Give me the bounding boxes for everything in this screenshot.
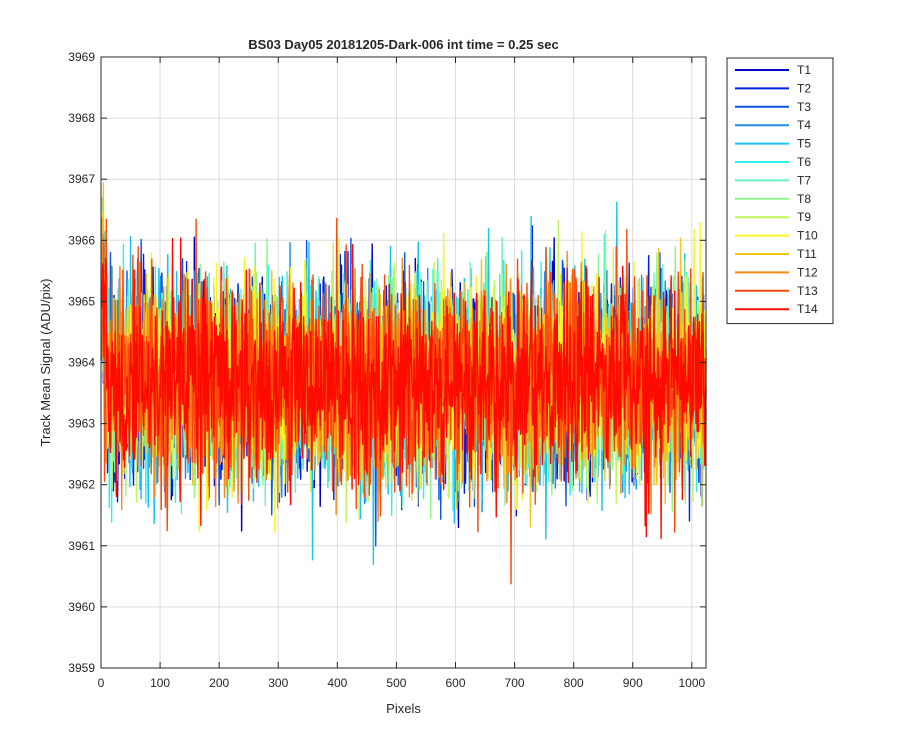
series-line-t14 (100, 237, 707, 540)
legend-label-t5: T5 (797, 137, 811, 151)
legend-label-t9: T9 (797, 210, 811, 224)
legend-label-t14: T14 (797, 302, 818, 316)
y-tick-label: 3962 (68, 478, 95, 492)
legend-label-t3: T3 (797, 100, 811, 114)
legend-label-t7: T7 (797, 173, 811, 187)
legend-label-t2: T2 (797, 81, 811, 95)
y-axis-label: Track Mean Signal (ADU/pix) (38, 279, 53, 447)
y-tick-label: 3959 (68, 661, 95, 675)
x-tick-label: 700 (505, 676, 525, 690)
x-tick-label: 0 (98, 676, 105, 690)
legend-label-t10: T10 (797, 229, 818, 243)
legend-label-t6: T6 (797, 155, 811, 169)
legend-box (726, 57, 834, 325)
legend: T1 T2 T3 T4 T5 T6 T7 T8 T9 T10 T11 T12 T13 T14 (726, 57, 834, 325)
x-tick-label: 100 (150, 676, 170, 690)
y-tick-label: 3966 (68, 233, 95, 247)
y-tick-label: 3967 (68, 172, 95, 186)
x-axis-label: Pixels (386, 701, 421, 716)
x-tick-label: 500 (386, 676, 406, 690)
legend-label-t1: T1 (797, 63, 811, 77)
x-tick-label: 600 (445, 676, 465, 690)
chart-title: BS03 Day05 20181205-Dark-006 int time = … (248, 37, 558, 52)
x-tick-label: 200 (209, 676, 229, 690)
y-tick-label: 3963 (68, 417, 95, 431)
x-tick-label: 800 (564, 676, 584, 690)
legend-label-t11: T11 (797, 247, 817, 261)
x-tick-label: 1000 (678, 676, 705, 690)
x-tick-label: 900 (623, 676, 643, 690)
x-tick-label: 400 (327, 676, 347, 690)
y-tick-label: 3960 (68, 600, 95, 614)
x-tick-label: 300 (268, 676, 288, 690)
legend-label-t4: T4 (797, 118, 811, 132)
axis-ticks: 0 100 200 300 400 500 600 700 800 900 1000 3959 3960… (68, 50, 706, 690)
y-tick-label: 3965 (68, 294, 95, 308)
legend-label-t12: T12 (797, 265, 818, 279)
y-tick-label: 3969 (68, 50, 95, 64)
legend-label-t13: T13 (797, 284, 818, 298)
y-tick-label: 3964 (68, 356, 95, 370)
y-tick-label: 3968 (68, 111, 95, 125)
series-lines (100, 182, 707, 585)
legend-label-t8: T8 (797, 192, 811, 206)
y-tick-label: 3961 (68, 539, 95, 553)
